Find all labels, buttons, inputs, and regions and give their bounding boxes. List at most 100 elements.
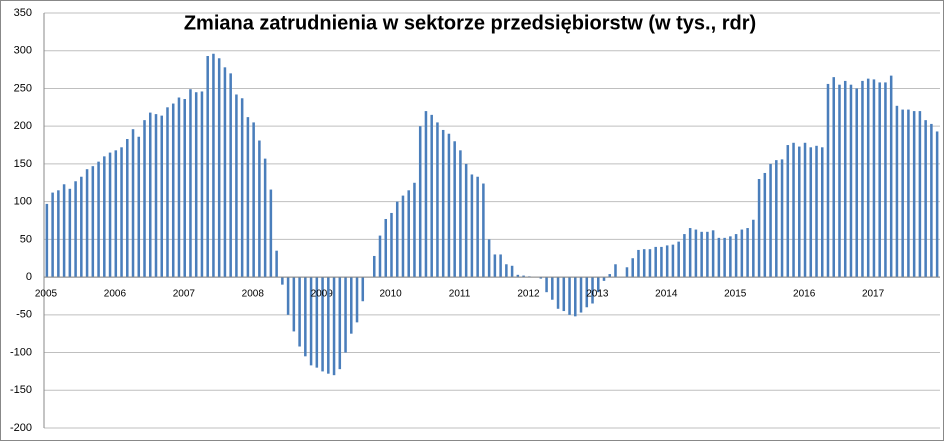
- bar: [912, 111, 916, 278]
- bar: [803, 142, 807, 278]
- x-tick-label: 2013: [586, 289, 609, 300]
- bar: [855, 88, 858, 278]
- bar: [143, 120, 146, 278]
- bar: [568, 277, 571, 315]
- bar: [706, 231, 709, 278]
- bar: [160, 115, 164, 278]
- bar: [769, 163, 772, 278]
- y-tick-label: 100: [14, 196, 32, 208]
- bar: [711, 230, 715, 278]
- bar: [395, 201, 399, 278]
- x-tick-label: 2015: [724, 289, 747, 300]
- y-tick-label: -200: [10, 422, 32, 434]
- y-tick-label: 300: [14, 45, 32, 57]
- bar: [384, 218, 388, 278]
- bar: [493, 254, 497, 278]
- bar: [68, 188, 72, 278]
- bar: [361, 277, 365, 302]
- y-tick-label: 50: [20, 233, 32, 245]
- bar: [350, 277, 353, 334]
- bar: [637, 249, 640, 278]
- bar: [482, 183, 485, 278]
- x-tick-label: 2006: [104, 289, 127, 300]
- bar: [918, 111, 922, 278]
- bar: [91, 166, 95, 278]
- bar: [872, 79, 876, 278]
- bar: [315, 277, 319, 368]
- bar: [694, 229, 698, 278]
- y-tick-label: -50: [16, 309, 32, 321]
- bar: [505, 264, 508, 278]
- bar: [551, 277, 554, 300]
- bar: [734, 234, 738, 278]
- bar: [166, 107, 169, 278]
- x-tick-label: 2010: [379, 289, 402, 300]
- bar: [757, 179, 761, 278]
- x-tick-label: 2009: [311, 289, 334, 300]
- chart-title: Zmiana zatrudnienia w sektorze przedsięb…: [184, 12, 756, 34]
- bar: [832, 77, 836, 278]
- bar: [843, 80, 847, 278]
- bar: [74, 181, 77, 278]
- bar: [459, 150, 462, 278]
- x-tick-label: 2014: [655, 289, 678, 300]
- bar: [470, 174, 474, 278]
- bar: [378, 235, 382, 278]
- bar: [154, 114, 158, 278]
- bar: [338, 277, 342, 370]
- bar: [660, 246, 663, 278]
- x-tick-label: 2016: [793, 289, 816, 300]
- bar: [229, 73, 232, 278]
- bar: [103, 156, 106, 278]
- bar: [189, 89, 192, 278]
- bar: [453, 141, 456, 278]
- bar: [286, 277, 290, 315]
- bar: [539, 277, 543, 279]
- bar: [642, 249, 646, 278]
- bar: [522, 275, 525, 278]
- y-tick-label: -150: [10, 384, 32, 396]
- bar: [298, 277, 301, 347]
- bar: [740, 229, 744, 278]
- bar: [206, 56, 209, 278]
- bar: [344, 277, 347, 353]
- bar: [763, 172, 767, 278]
- bar: [562, 277, 566, 312]
- bar: [212, 53, 215, 278]
- bar: [545, 277, 548, 293]
- bar: [579, 277, 583, 313]
- bar: [786, 145, 790, 278]
- bar: [884, 82, 887, 278]
- bar: [499, 254, 502, 278]
- bar: [126, 139, 129, 278]
- bar: [866, 78, 870, 278]
- bar: [304, 277, 307, 357]
- bar: [614, 264, 617, 278]
- bar: [648, 249, 652, 278]
- x-tick-label: 2011: [449, 289, 471, 300]
- bar: [700, 231, 703, 278]
- bar: [826, 83, 830, 278]
- bar: [327, 277, 330, 374]
- bar: [252, 122, 255, 278]
- bar: [223, 67, 227, 278]
- y-tick-label: 0: [26, 271, 32, 283]
- bar: [275, 250, 278, 278]
- y-tick-label: 350: [14, 7, 32, 19]
- bar: [246, 117, 250, 278]
- bar: [596, 277, 600, 293]
- bar: [723, 237, 726, 278]
- bar: [321, 277, 324, 372]
- bar: [924, 120, 927, 278]
- bar: [309, 277, 313, 366]
- bar: [861, 80, 864, 278]
- bar: [217, 58, 221, 278]
- bar: [51, 192, 54, 278]
- bar: [148, 112, 152, 278]
- bar: [177, 97, 181, 278]
- bar: [935, 131, 939, 278]
- bar: [401, 195, 405, 278]
- bar: [688, 228, 692, 278]
- bar: [436, 122, 439, 278]
